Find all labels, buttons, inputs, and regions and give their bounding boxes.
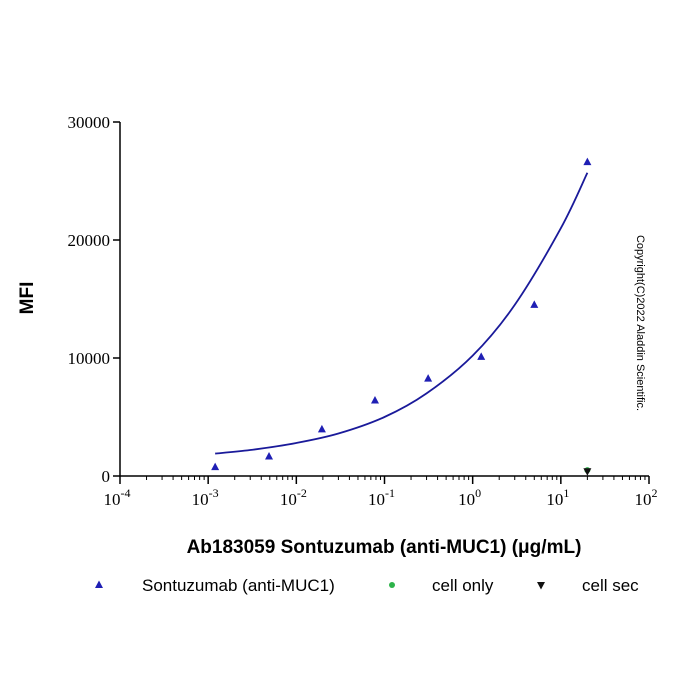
data-point-series-0	[265, 452, 274, 460]
x-axis-title: Ab183059 Sontuzumab (anti-MUC1) (μg/mL)	[187, 537, 582, 558]
y-axis: 0 10000 20000 30000	[68, 113, 121, 486]
legend-marker	[537, 582, 545, 590]
legend-label: cell only	[432, 576, 494, 595]
x-tick-label: 101	[546, 486, 569, 509]
data-points	[211, 157, 592, 476]
y-tick-label: 10000	[68, 349, 111, 368]
legend-label: cell sec	[582, 576, 639, 595]
data-point-series-2	[583, 468, 592, 476]
fit-curve	[215, 172, 589, 455]
data-point-series-0	[211, 462, 220, 471]
data-point-series-0	[317, 424, 326, 433]
legend-label: Sontuzumab (anti-MUC1)	[142, 576, 335, 595]
y-tick-label: 20000	[68, 231, 111, 250]
x-tick-label: 100	[458, 486, 481, 509]
x-tick-label: 102	[635, 486, 658, 509]
y-tick-label: 30000	[68, 113, 111, 132]
legend: Sontuzumab (anti-MUC1) cell only cell sec	[95, 576, 639, 595]
data-point-series-0	[583, 157, 592, 166]
data-point-series-0	[370, 395, 379, 404]
data-point-series-0	[424, 374, 433, 382]
x-ticks: 10-4 10-3 10-2 10-1 100 101 102	[104, 476, 658, 509]
legend-marker	[389, 582, 395, 588]
x-tick-label: 10-2	[280, 486, 307, 509]
y-ticks: 0 10000 20000 30000	[68, 113, 120, 486]
x-tick-label: 10-1	[368, 486, 395, 509]
x-tick-label: 10-3	[192, 486, 219, 509]
data-point-series-0	[477, 352, 486, 360]
y-tick-label: 0	[102, 467, 111, 486]
x-axis: 10-4 10-3 10-2 10-1 100 101 102	[104, 475, 658, 509]
x-tick-label: 10-4	[104, 486, 131, 509]
y-axis-title: MFI	[17, 282, 38, 315]
copyright-annotation: Copyright(C)2022 Aladdin Scientific.	[634, 235, 646, 411]
legend-marker	[95, 580, 103, 588]
data-point-series-0	[530, 300, 539, 308]
